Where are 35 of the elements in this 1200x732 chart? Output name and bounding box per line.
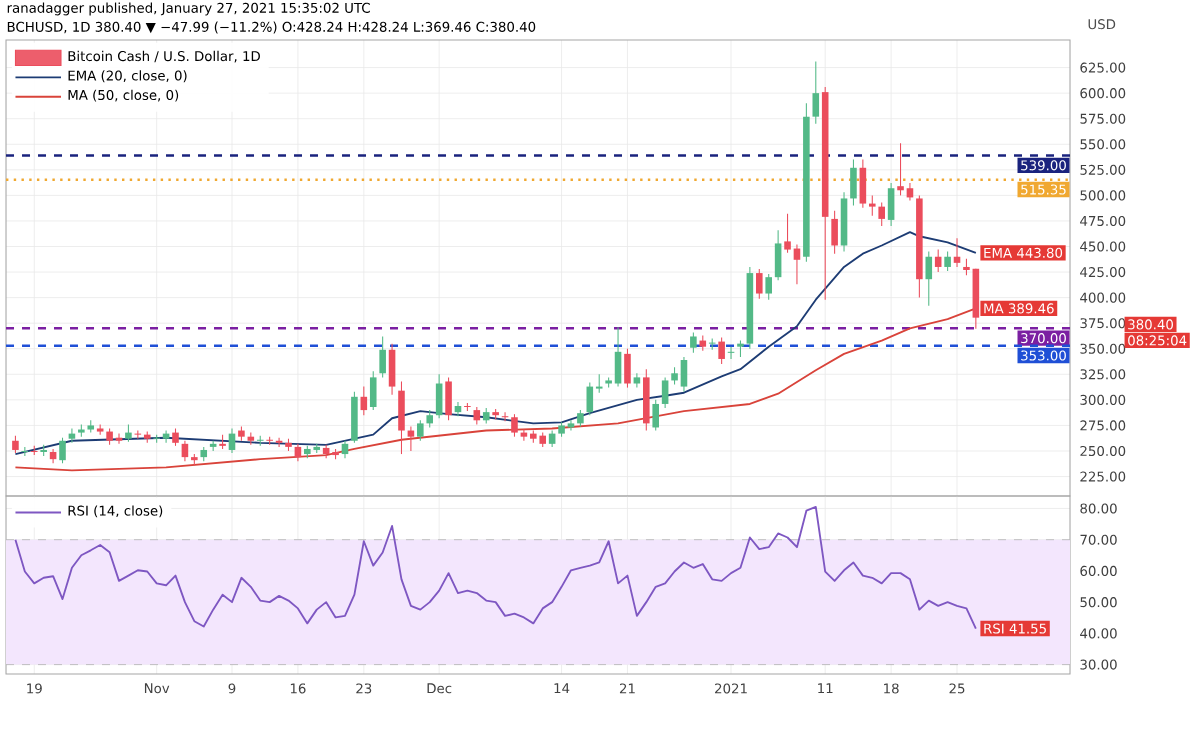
candlestick	[633, 372, 641, 389]
candlestick	[511, 413, 518, 438]
candlestick	[756, 268, 763, 300]
candlestick	[398, 380, 405, 455]
candlestick	[812, 60, 820, 125]
candlestick	[652, 399, 660, 432]
candlestick	[774, 229, 782, 281]
candlestick	[417, 419, 424, 442]
candlestick	[407, 425, 415, 452]
candlestick	[765, 273, 772, 301]
candlestick	[445, 376, 452, 421]
candlestick	[944, 251, 951, 272]
candlestick	[878, 202, 885, 227]
candlestick	[953, 237, 961, 268]
candlestick	[868, 194, 876, 217]
candlestick	[887, 182, 895, 227]
candlestick	[643, 368, 650, 432]
candlestick	[850, 159, 857, 207]
candlestick	[624, 348, 631, 389]
candlestick	[379, 335, 386, 378]
candlestick	[934, 249, 942, 273]
candlestick	[388, 343, 396, 396]
candlestick	[661, 376, 669, 409]
candlestick	[454, 401, 462, 417]
candlestick	[59, 437, 66, 464]
candlestick	[840, 191, 848, 253]
candlestick	[859, 159, 867, 209]
candlestick	[831, 210, 838, 255]
line-series	[14, 505, 977, 630]
candlestick	[925, 251, 933, 307]
candlestick	[718, 336, 725, 365]
candlestick	[690, 331, 697, 354]
candlestick	[369, 370, 377, 411]
candlestick	[351, 391, 358, 444]
line-series	[14, 231, 977, 455]
